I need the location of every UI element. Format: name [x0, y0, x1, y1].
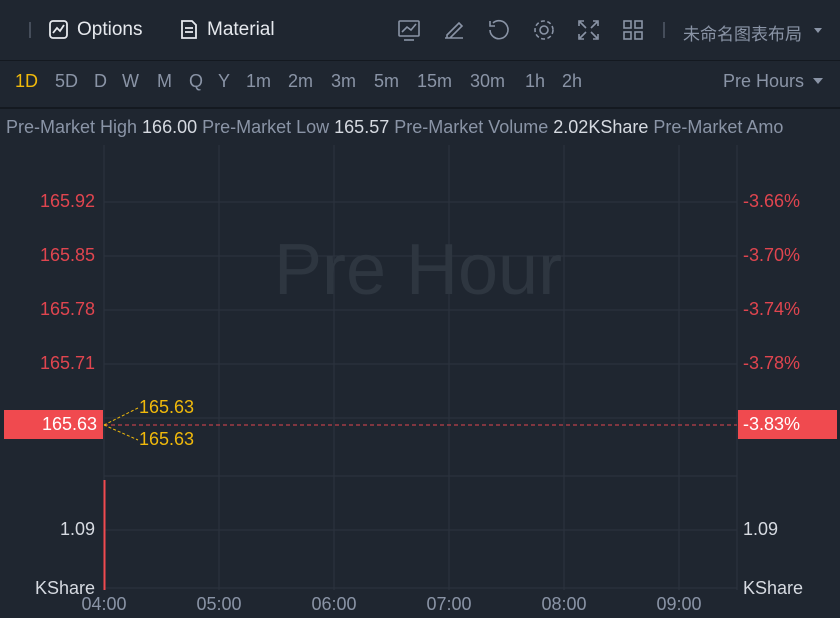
info-bar: Pre-Market High 166.00 Pre-Market Low 165.5…: [6, 114, 840, 140]
material-button[interactable]: Material: [207, 19, 275, 40]
tag-leader: [103, 424, 139, 441]
info-label: Pre-Market High: [6, 117, 138, 137]
watermark: Pre Hour: [274, 230, 562, 310]
timeframe-button[interactable]: 2m: [288, 71, 314, 91]
price-tick-label: 165.85: [40, 245, 95, 265]
timeframe-button[interactable]: 1D: [15, 71, 39, 91]
volume-unit-right: KShare: [743, 578, 803, 598]
time-tick-label: 08:00: [541, 594, 586, 614]
timeframe-button[interactable]: 3m: [331, 71, 357, 91]
last-change-box: [738, 410, 837, 439]
time-tick-label: 09:00: [656, 594, 701, 614]
percent-tick-label: -3.70%: [743, 245, 800, 265]
time-tick-label: 07:00: [426, 594, 471, 614]
percent-tick-label: -3.74%: [743, 299, 800, 319]
timeframe-button[interactable]: W: [122, 71, 139, 91]
time-tick-label: 06:00: [311, 594, 356, 614]
timeframe-button[interactable]: 5D: [55, 71, 79, 91]
timeframe-button[interactable]: Y: [218, 71, 231, 91]
timeframe-button[interactable]: 15m: [417, 71, 453, 91]
info-value: 2.02KShare: [553, 117, 649, 137]
session-select[interactable]: Pre Hours: [723, 71, 805, 91]
last-price-box: [4, 410, 103, 439]
toolbar-icons: [29, 19, 822, 41]
last-price: 165.63: [42, 414, 97, 434]
layout-name[interactable]: 未命名图表布局: [683, 25, 802, 44]
time-tick-label: 04:00: [81, 594, 126, 614]
last-change: -3.83%: [743, 414, 800, 434]
timeframe-button[interactable]: 30m: [470, 71, 506, 91]
toolbar: Options Material 未命名图表布局: [0, 0, 840, 61]
info-label: Pre-Market Volume: [394, 117, 549, 137]
timeframe-bar: Pre Hours: [0, 61, 840, 109]
timeframe-button[interactable]: D: [94, 71, 107, 91]
chart: Pre Hour 165.63 -3.83% 165.63 165.63 1.0…: [4, 145, 837, 614]
time-tick-label: 05:00: [196, 594, 241, 614]
info-label: Pre-Market Low: [202, 117, 330, 137]
price-tag: 165.63: [139, 429, 194, 449]
volume-right: 1.09: [743, 519, 778, 539]
price-tag: 165.63: [139, 397, 194, 417]
tag-leader: [103, 407, 139, 426]
session-caret: [813, 78, 823, 84]
timeframe-button[interactable]: M: [157, 71, 172, 91]
price-tick-label: 165.92: [40, 191, 95, 211]
info-value: 166.00: [142, 117, 198, 137]
price-tick-label: 165.78: [40, 299, 95, 319]
timeframe-button[interactable]: Q: [189, 71, 204, 91]
timeframe-button[interactable]: 2h: [562, 71, 583, 91]
percent-tick-label: -3.78%: [743, 353, 800, 373]
grid: [103, 145, 738, 590]
timeframe-button[interactable]: 5m: [374, 71, 400, 91]
timeframe-button[interactable]: 1h: [525, 71, 546, 91]
price-tick-label: 165.71: [40, 353, 95, 373]
volume-unit-left: KShare: [35, 578, 95, 598]
info-value: 165.57: [334, 117, 390, 137]
timeframe-button[interactable]: 1m: [246, 71, 272, 91]
percent-tick-label: -3.66%: [743, 191, 800, 211]
options-button[interactable]: Options: [77, 19, 143, 40]
volume-left: 1.09: [60, 519, 95, 539]
info-label: Pre-Market Amo: [653, 117, 784, 137]
